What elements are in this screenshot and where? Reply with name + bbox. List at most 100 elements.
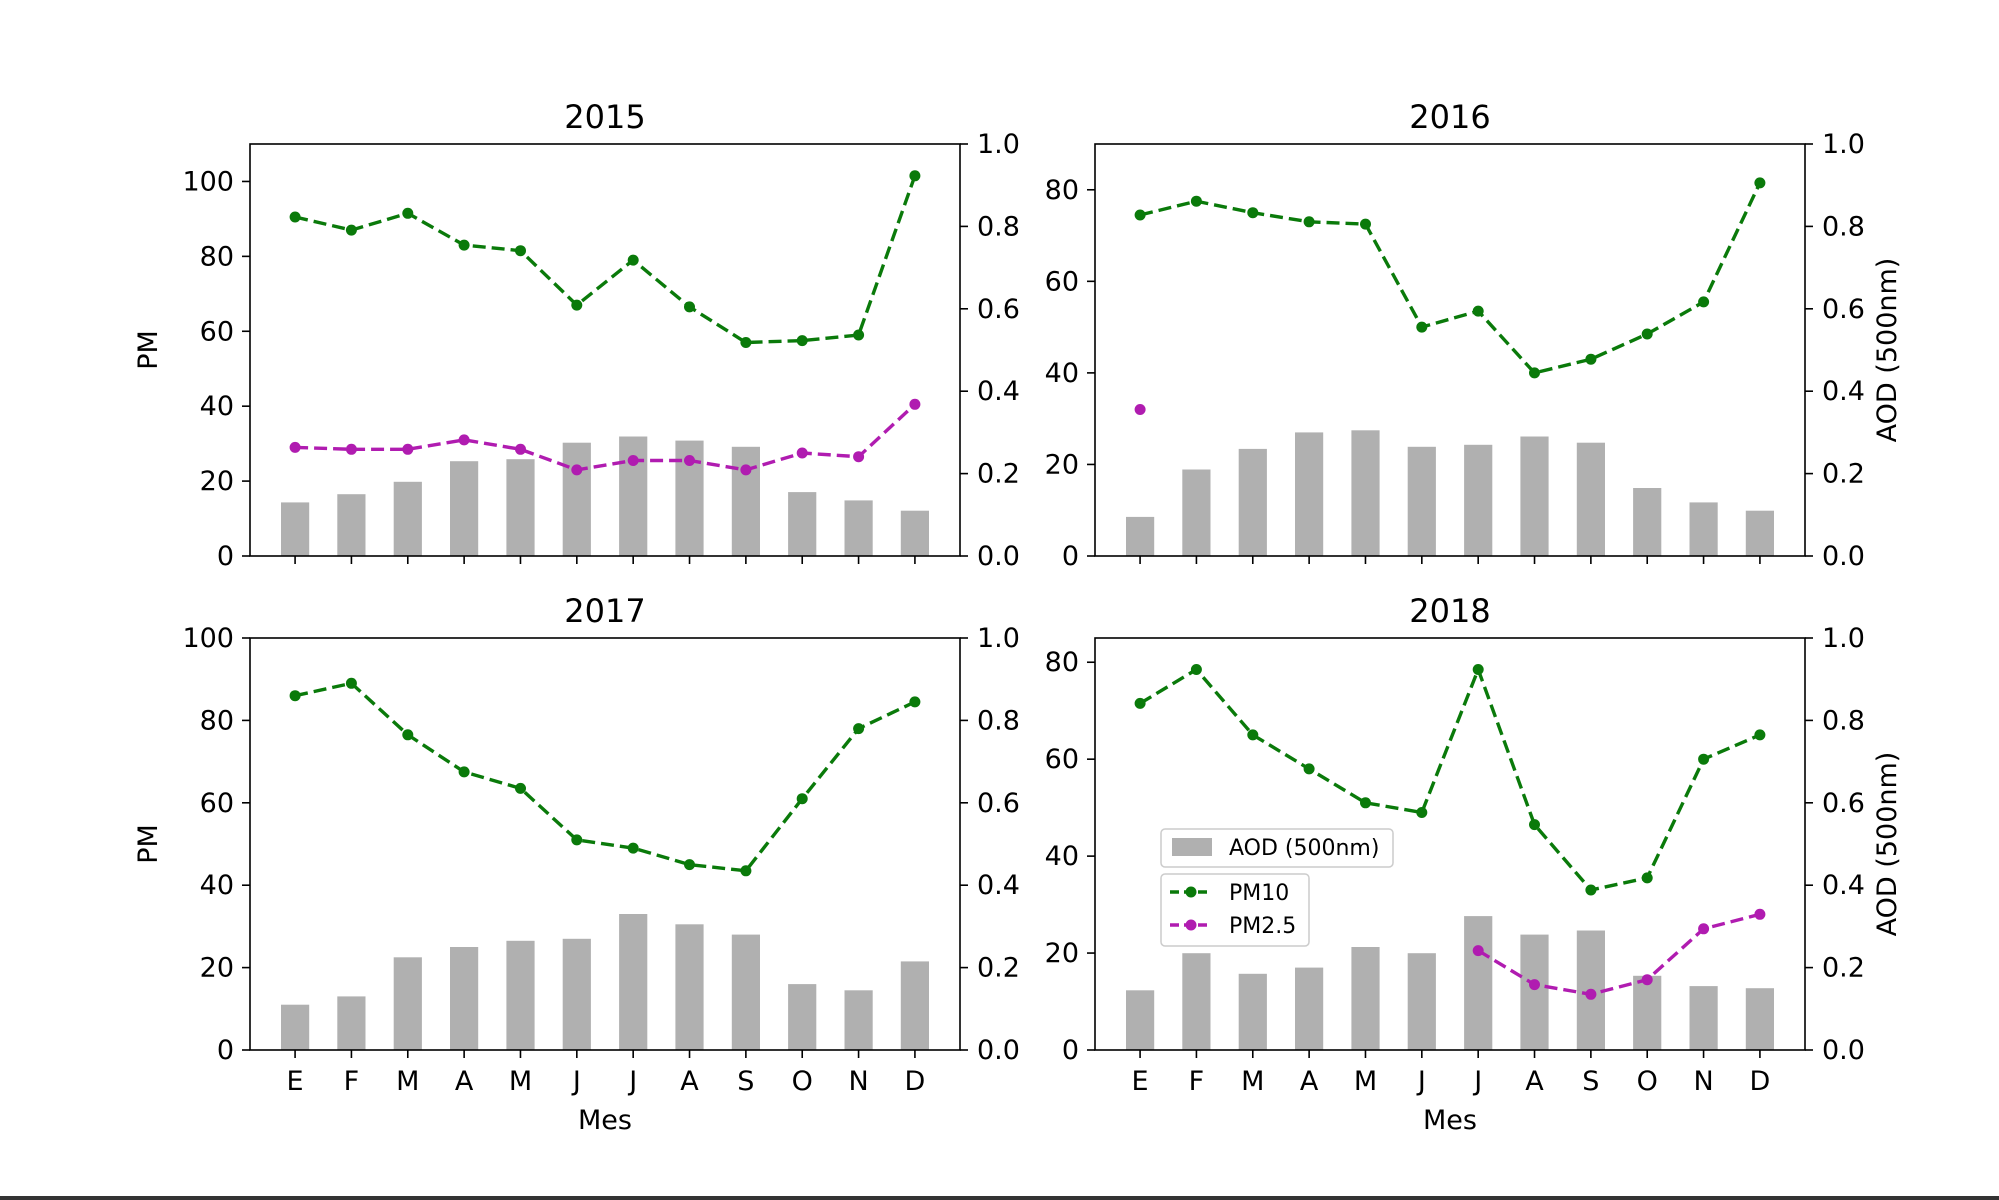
- x-tick-label: D: [905, 1066, 926, 1097]
- aod-bar: [619, 914, 648, 1050]
- legend-label-pm25: PM2.5: [1229, 914, 1296, 939]
- aod-bar: [562, 938, 591, 1050]
- plot-frame: [249, 637, 961, 1051]
- aod-bar: [619, 436, 648, 556]
- pm25-point: [909, 398, 921, 410]
- x-tick-label: J: [1472, 1066, 1482, 1097]
- aod-bar: [788, 984, 817, 1050]
- legend: AOD (500nm) PM10 PM2.5: [1160, 828, 1394, 947]
- pm10-point: [1585, 353, 1597, 365]
- y2-tick-label: 1.0: [1822, 623, 1865, 654]
- pm10-point: [1529, 367, 1540, 379]
- pm10-point: [1190, 195, 1202, 207]
- pm10-point: [1472, 664, 1484, 675]
- y2-tick-label: 0.6: [1822, 294, 1865, 325]
- pm10-point: [1641, 872, 1653, 884]
- pm10-point: [1754, 177, 1766, 189]
- y-tick-label: 40: [200, 391, 234, 422]
- pm10-point: [796, 793, 808, 805]
- pm10-point: [1641, 328, 1653, 340]
- pm10-line: [294, 175, 917, 345]
- y2-axis-label: AOD (500nm): [1872, 752, 1903, 937]
- x-tick-label: A: [1300, 1066, 1319, 1097]
- x-tick-label: A: [680, 1066, 699, 1097]
- aod-bar: [393, 481, 422, 556]
- aod-bar: [337, 996, 366, 1050]
- y-tick-label: 40: [1045, 841, 1079, 872]
- plot-frame: [1094, 143, 1806, 557]
- aod-bar: [1689, 502, 1718, 556]
- subplot-title: 2016: [1409, 98, 1490, 136]
- x-tick-label: E: [287, 1066, 304, 1097]
- y-tick-label: 60: [200, 788, 234, 819]
- pm10-point: [345, 677, 357, 689]
- pm10-point: [402, 207, 414, 219]
- pm10-point: [458, 239, 470, 251]
- pm10-point: [1698, 296, 1710, 308]
- pm10-point: [684, 301, 695, 313]
- aod-bar: [731, 446, 760, 556]
- y-tick-label: 60: [1045, 266, 1079, 297]
- aod-bar: [1633, 488, 1662, 556]
- pm10-point: [909, 170, 921, 182]
- y2-axis-label: AOD (500nm): [1872, 258, 1903, 443]
- aod-bar: [1126, 990, 1155, 1050]
- pm10-point: [1360, 218, 1371, 230]
- y2-tick-label: 0.4: [1822, 870, 1865, 901]
- aod-bar: [450, 947, 479, 1050]
- aod-bar: [1633, 975, 1662, 1050]
- bottom-rule: [0, 1196, 1999, 1200]
- pm10-point: [1529, 819, 1540, 831]
- pm10-point: [571, 834, 583, 846]
- aod-bar: [1576, 442, 1605, 556]
- x-tick-label: M: [1354, 1066, 1377, 1097]
- subplot-2015: 0 20 40 60 80 100 0.0 0.2 0.4 0.6 0.8 1.0 2015 PM: [133, 98, 1020, 572]
- pm10-point: [740, 865, 752, 877]
- pm10-point: [1360, 797, 1371, 809]
- aod-bar: [1238, 448, 1267, 556]
- aod-bar: [1407, 446, 1436, 556]
- y2-tick-label: 0.4: [1822, 376, 1865, 407]
- x-tick-label: M: [396, 1066, 419, 1097]
- pm25-point: [345, 443, 357, 455]
- x-axis-label: Mes: [1423, 1105, 1477, 1136]
- pm25-point: [402, 443, 414, 455]
- y2-tick-label: 1.0: [977, 129, 1020, 160]
- pm25-point: [740, 464, 752, 476]
- pm25-point: [458, 434, 470, 446]
- pm10-point: [1134, 697, 1146, 709]
- pm10-line: [294, 681, 916, 873]
- y2-tick-label: 0.6: [977, 788, 1020, 819]
- aod-bar: [1745, 988, 1774, 1050]
- y2-tick-label: 0.6: [977, 294, 1020, 325]
- y2-tick-label: 0.0: [977, 541, 1020, 572]
- aod-bar: [281, 502, 310, 556]
- aod-bar: [1351, 430, 1380, 556]
- pm25-point: [1472, 945, 1484, 957]
- pm25-point: [289, 441, 301, 453]
- y2-tick-label: 0.4: [977, 376, 1020, 407]
- y2-tick-label: 0.0: [977, 1035, 1020, 1066]
- aod-bar: [844, 990, 873, 1050]
- x-tick-label: A: [455, 1066, 474, 1097]
- y2-tick-label: 0.4: [977, 870, 1020, 901]
- aod-bar: [1745, 510, 1774, 556]
- y-tick-label: 80: [1045, 175, 1079, 206]
- plot-frame: [249, 143, 961, 557]
- x-tick-label: S: [1582, 1066, 1599, 1097]
- y2-tick-label: 0.0: [1822, 541, 1865, 572]
- y-axis-label: PM: [133, 824, 164, 864]
- pm10-point: [1303, 216, 1315, 228]
- pm10-point: [289, 211, 301, 223]
- aod-bar: [393, 957, 422, 1050]
- pm10-point: [1247, 729, 1259, 741]
- x-tick-label: E: [1132, 1066, 1149, 1097]
- pm25-point: [1641, 974, 1653, 986]
- y-tick-label: 20: [1045, 449, 1079, 480]
- aod-bar: [900, 510, 929, 556]
- pm10-point: [402, 729, 414, 741]
- x-tick-label: J: [1416, 1066, 1426, 1097]
- subplot-2017: 0 20 40 60 80 100 0.0 0.2 0.4 0.6 0.8 1.0 E F M A M J J A S O…: [133, 592, 1020, 1136]
- pm10-point: [684, 859, 695, 871]
